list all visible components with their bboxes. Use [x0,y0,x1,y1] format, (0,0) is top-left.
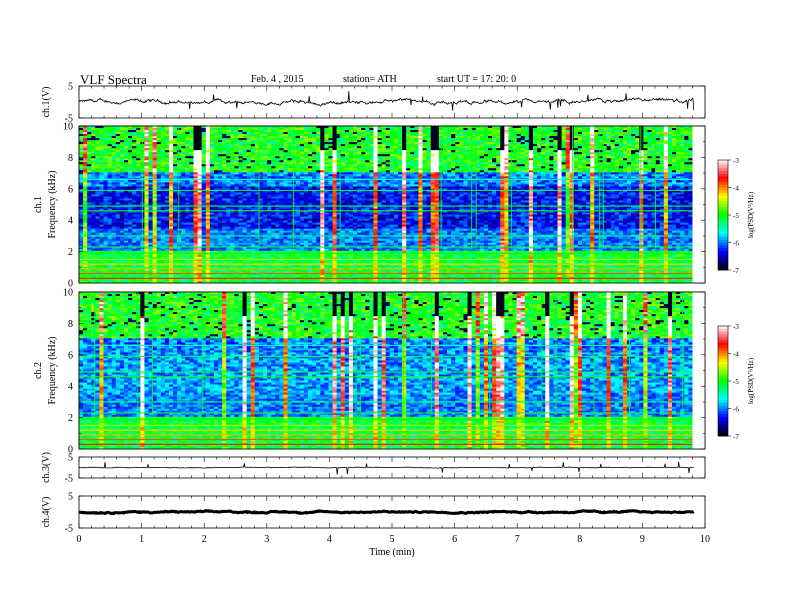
ch3-waveform-line [79,462,694,475]
y-tick-label: -5 [65,524,73,535]
y-axis-label: ch.4(V) [41,497,52,528]
y-tick-label: -5 [65,474,73,485]
ch1-spectrogram [79,126,693,283]
y-tick-label: 5 [68,82,73,93]
ch1-waveform-line [79,91,694,110]
vlf-figure: 5-5ch.1(V)5-5ch.3(V)5-5ch.4(V)0246810ch.… [0,0,792,612]
y-tick-label: 5 [68,492,73,503]
y-axis-label: ch.1(V) [41,87,52,118]
y-axis-label: ch.3(V) [41,452,52,483]
ch4-waveform-line [79,511,694,514]
